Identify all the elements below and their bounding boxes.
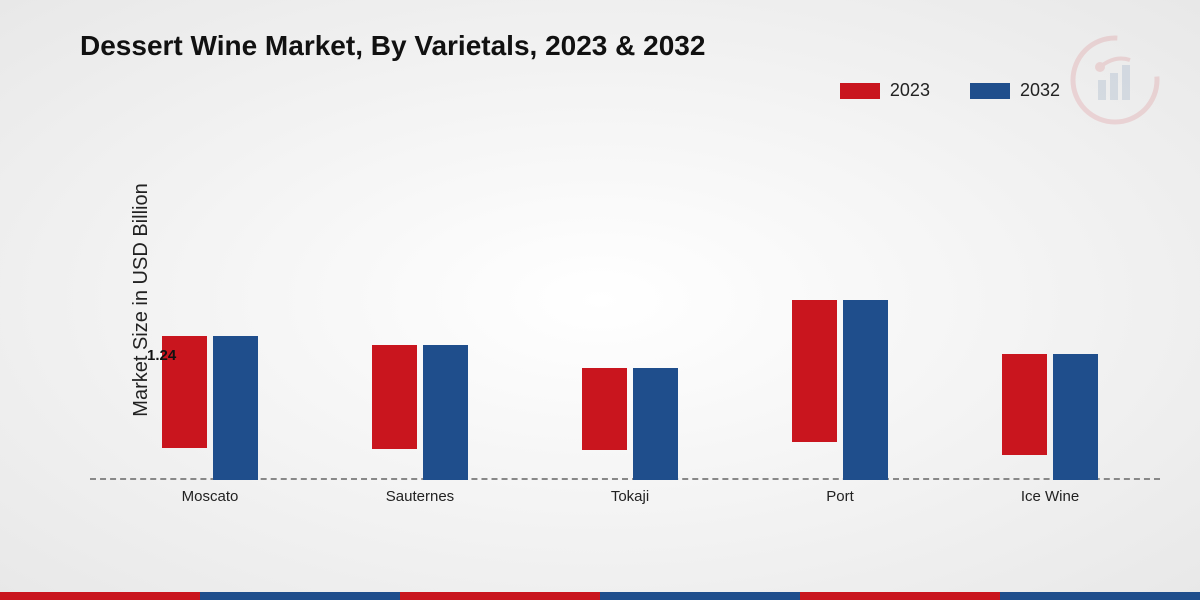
category-label: Ice Wine [1021, 488, 1079, 505]
watermark-logo [1070, 35, 1160, 130]
bar-2032 [213, 336, 258, 480]
plot-area: Moscato1.24SauternesTokajiPortIce Wine [90, 120, 1160, 520]
legend-label-2023: 2023 [890, 80, 930, 101]
bar-group: Tokaji [565, 368, 695, 481]
bar-2023 [792, 300, 837, 442]
bar-2023 [582, 368, 627, 451]
legend: 2023 2032 [840, 80, 1060, 101]
bar-value-label: 1.24 [147, 347, 176, 364]
bar-2032 [843, 300, 888, 480]
legend-swatch-2032 [970, 83, 1010, 99]
bar-2023 [372, 345, 417, 449]
category-label: Sauternes [386, 488, 454, 505]
legend-item-2023: 2023 [840, 80, 930, 101]
bar-group: Moscato1.24 [145, 336, 275, 480]
legend-label-2032: 2032 [1020, 80, 1060, 101]
category-label: Port [826, 488, 854, 505]
bar-2032 [423, 345, 468, 480]
chart-title: Dessert Wine Market, By Varietals, 2023 … [80, 30, 705, 62]
bar-2032 [633, 368, 678, 481]
bar-2023 [1002, 354, 1047, 455]
bar-group: Ice Wine [985, 354, 1115, 480]
bar-2032 [1053, 354, 1098, 480]
footer-accent-bar [0, 592, 1200, 600]
category-label: Moscato [182, 488, 239, 505]
bar-group: Sauternes [355, 345, 485, 480]
legend-item-2032: 2032 [970, 80, 1060, 101]
category-label: Tokaji [611, 488, 649, 505]
legend-swatch-2023 [840, 83, 880, 99]
bar-group: Port [775, 300, 905, 480]
